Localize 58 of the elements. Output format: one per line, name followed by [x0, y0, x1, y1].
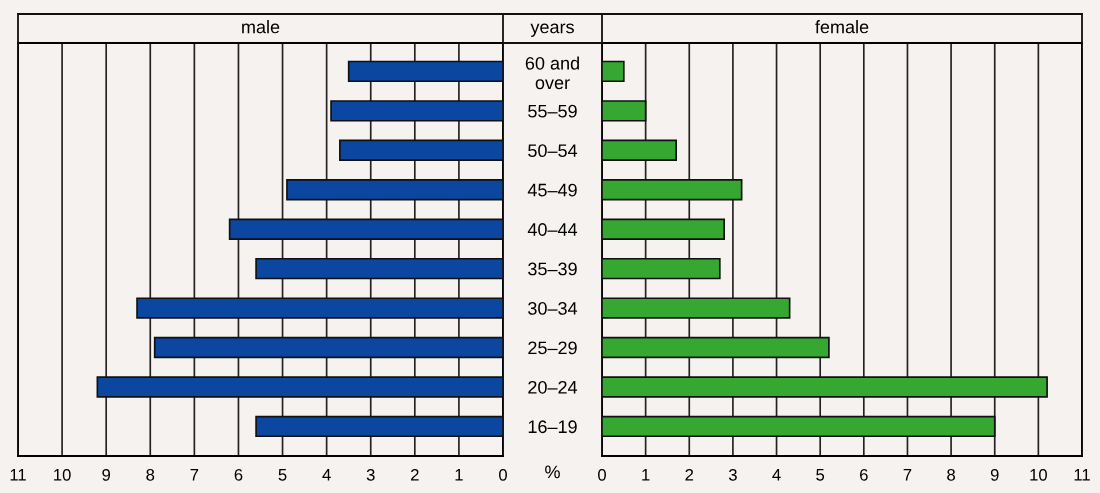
bar [96, 376, 503, 398]
x-tick-label: 7 [903, 469, 912, 481]
y-tick-label: 30–34 [528, 302, 578, 315]
bar [602, 60, 625, 83]
x-tick-label: 1 [455, 469, 463, 481]
bar [602, 257, 721, 280]
x-tick-label: 3 [728, 468, 737, 481]
bar [602, 139, 678, 161]
bar [228, 218, 503, 240]
x-tick-label: 9 [102, 468, 111, 481]
x-tick-label: 2 [685, 468, 694, 481]
x-tick-label: 4 [772, 469, 781, 481]
bar [330, 100, 503, 122]
y-tick-label: 35–39 [528, 262, 577, 276]
x-tick-label: 4 [322, 469, 331, 481]
y-tick-label: 55–59 [528, 104, 577, 118]
bar [602, 297, 791, 319]
y-tick-label: 45–49 [527, 183, 577, 197]
x-tick-label: 8 [146, 468, 155, 481]
x-tick-label: 0 [499, 468, 507, 481]
x-tick-label: 0 [598, 468, 606, 481]
x-tick-label: 1 [642, 469, 650, 481]
x-tick-label: 10 [1030, 468, 1047, 481]
x-tick-label: 8 [947, 468, 955, 481]
y-tick-label: 50–54 [528, 144, 578, 158]
bar [136, 297, 503, 319]
bar [339, 139, 503, 161]
x-tick-label: 11 [1074, 469, 1090, 481]
x-tick-label: 9 [990, 468, 999, 481]
y-tick-label: 16–19 [528, 420, 577, 434]
bar [602, 336, 830, 359]
bar [255, 257, 503, 280]
x-tick-label: 3 [366, 468, 375, 481]
y-tick-label: 25–29 [528, 341, 577, 355]
x-tick-label: 10 [54, 468, 71, 481]
bar [602, 376, 1048, 398]
x-tick-label: 6 [860, 468, 868, 481]
bar [602, 100, 647, 122]
x-axis-title: % [545, 465, 560, 479]
x-tick-label: 7 [190, 469, 199, 481]
bar [255, 415, 503, 438]
x-tick-label: 6 [234, 468, 243, 481]
y-tick-label: 20–24 [528, 380, 578, 394]
y-tick-label: 60 and over [525, 56, 579, 90]
bar [286, 179, 503, 201]
x-tick-label: 5 [278, 469, 287, 481]
bar [153, 336, 503, 359]
bar [347, 60, 503, 83]
chart-title: female [815, 20, 869, 34]
x-tick-label: 11 [10, 469, 26, 481]
chart-title: male [242, 20, 280, 34]
x-tick-label: 2 [411, 468, 419, 481]
y-tick-label: 40–44 [527, 223, 578, 236]
y-axis-title: years [530, 23, 574, 37]
bar [602, 415, 996, 438]
bar [602, 179, 743, 201]
x-tick-label: 5 [816, 469, 825, 481]
bar [602, 218, 726, 240]
